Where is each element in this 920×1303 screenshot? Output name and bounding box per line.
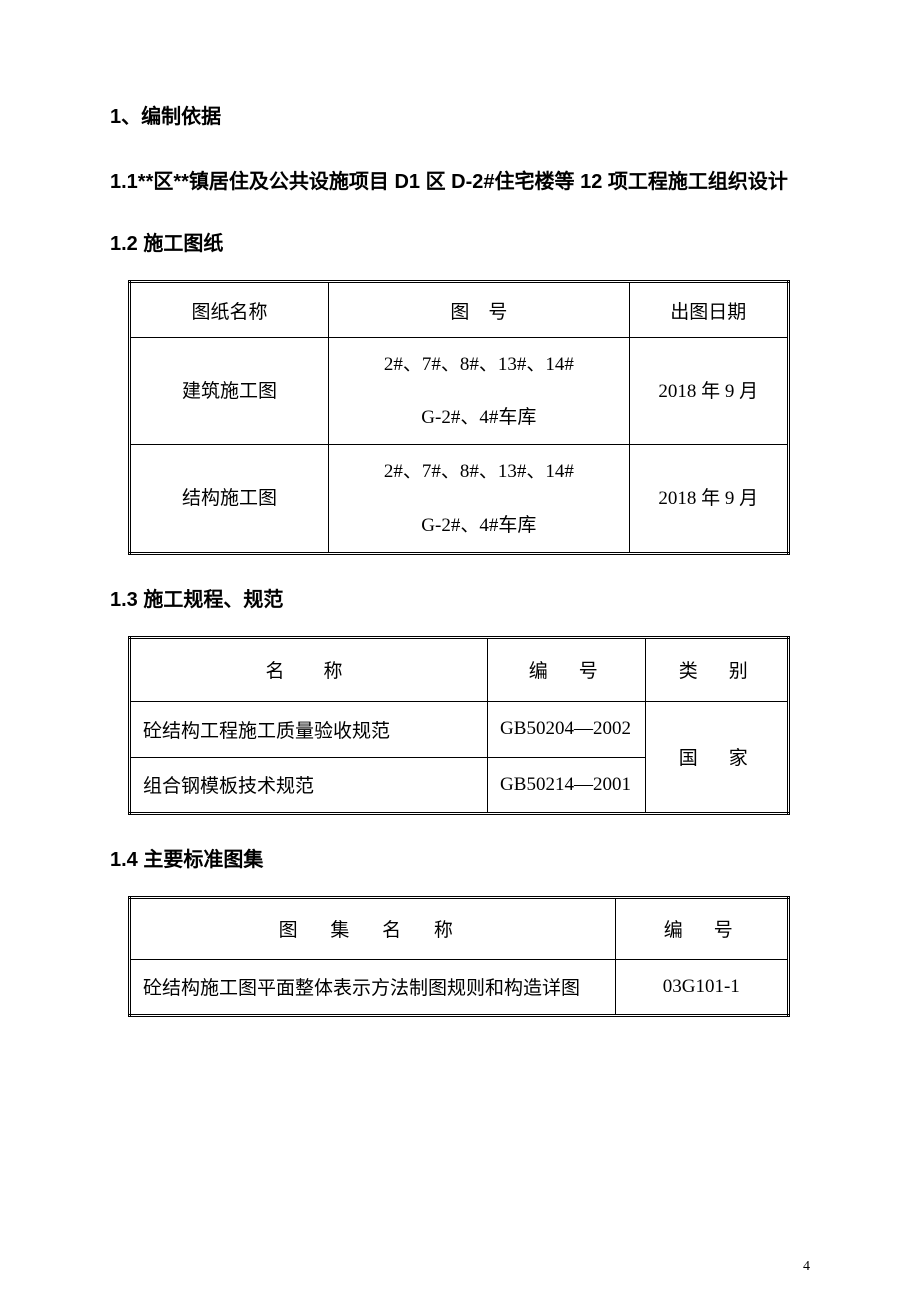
table2-header-text: 类 别 <box>679 661 754 682</box>
table2-row0-name: 砼结构工程施工质量验收规范 <box>130 701 488 757</box>
table1-header-code: 图 号 <box>329 282 630 338</box>
table3-header-name: 图 集 名 称 <box>130 897 616 959</box>
table2-category-text: 国 家 <box>679 748 754 769</box>
table1-cell-text: 2018 年 9 月 <box>658 365 758 418</box>
table1-cell-text: G-2#、4#车库 <box>421 391 536 444</box>
subheading-1-1: 1.1**区**镇居住及公共设施项目 D1 区 D-2#住宅楼等 12 项工程施… <box>110 167 810 197</box>
subheading-1-2: 1.2 施工图纸 <box>110 227 810 256</box>
subheading-1-3: 1.3 施工规程、规范 <box>110 583 810 612</box>
table-atlas: 图 集 名 称 编 号 砼结构施工图平面整体表示方法制图规则和构造详图 03G1… <box>128 896 790 1017</box>
table2-header-code: 编 号 <box>488 637 646 701</box>
table2-category-merged: 国 家 <box>645 701 788 813</box>
table1-row1-code: 2#、7#、8#、13#、14# G-2#、4#车库 <box>329 445 630 553</box>
table-drawings: 图纸名称 图 号 出图日期 建筑施工图 2#、7#、8#、13#、14# G-2… <box>128 280 790 555</box>
table1-row1-name: 结构施工图 <box>130 445 329 553</box>
table2-header-text: 名 称 <box>266 661 353 682</box>
table1-row1-date: 2018 年 9 月 <box>629 445 788 553</box>
table2-row1-code: GB50214—2001 <box>488 757 646 813</box>
table2-row1-name: 组合钢模板技术规范 <box>130 757 488 813</box>
table3-header-text: 编 号 <box>664 920 739 941</box>
table2-header-text: 编 号 <box>529 661 604 682</box>
table1-row0-name: 建筑施工图 <box>130 338 329 445</box>
table1-cell-text: 结构施工图 <box>182 472 277 525</box>
table1-row0-code: 2#、7#、8#、13#、14# G-2#、4#车库 <box>329 338 630 445</box>
table2-row0-code: GB50204—2002 <box>488 701 646 757</box>
table-specs: 名 称 编 号 类 别 砼结构工程施工质量验收规范 GB50204—2002 国… <box>128 636 790 815</box>
table2-header-category: 类 别 <box>645 637 788 701</box>
table1-header-name: 图纸名称 <box>130 282 329 338</box>
table1-cell-text: 2#、7#、8#、13#、14# <box>384 338 574 391</box>
table2-header-name: 名 称 <box>130 637 488 701</box>
table3-header-code: 编 号 <box>615 897 788 959</box>
table1-cell-text: 建筑施工图 <box>182 365 277 418</box>
table3-header-text: 图 集 名 称 <box>279 920 467 941</box>
table3-row0-name: 砼结构施工图平面整体表示方法制图规则和构造详图 <box>130 959 616 1015</box>
heading-1: 1、编制依据 <box>110 100 810 129</box>
table3-row0-code: 03G101-1 <box>615 959 788 1015</box>
page-number: 4 <box>803 1259 810 1275</box>
table1-header-date: 出图日期 <box>629 282 788 338</box>
table1-cell-text: 2#、7#、8#、13#、14# <box>384 445 574 498</box>
subheading-1-4: 1.4 主要标准图集 <box>110 843 810 872</box>
table1-cell-text: G-2#、4#车库 <box>421 499 536 552</box>
table1-cell-text: 2018 年 9 月 <box>658 472 758 525</box>
table1-row0-date: 2018 年 9 月 <box>629 338 788 445</box>
